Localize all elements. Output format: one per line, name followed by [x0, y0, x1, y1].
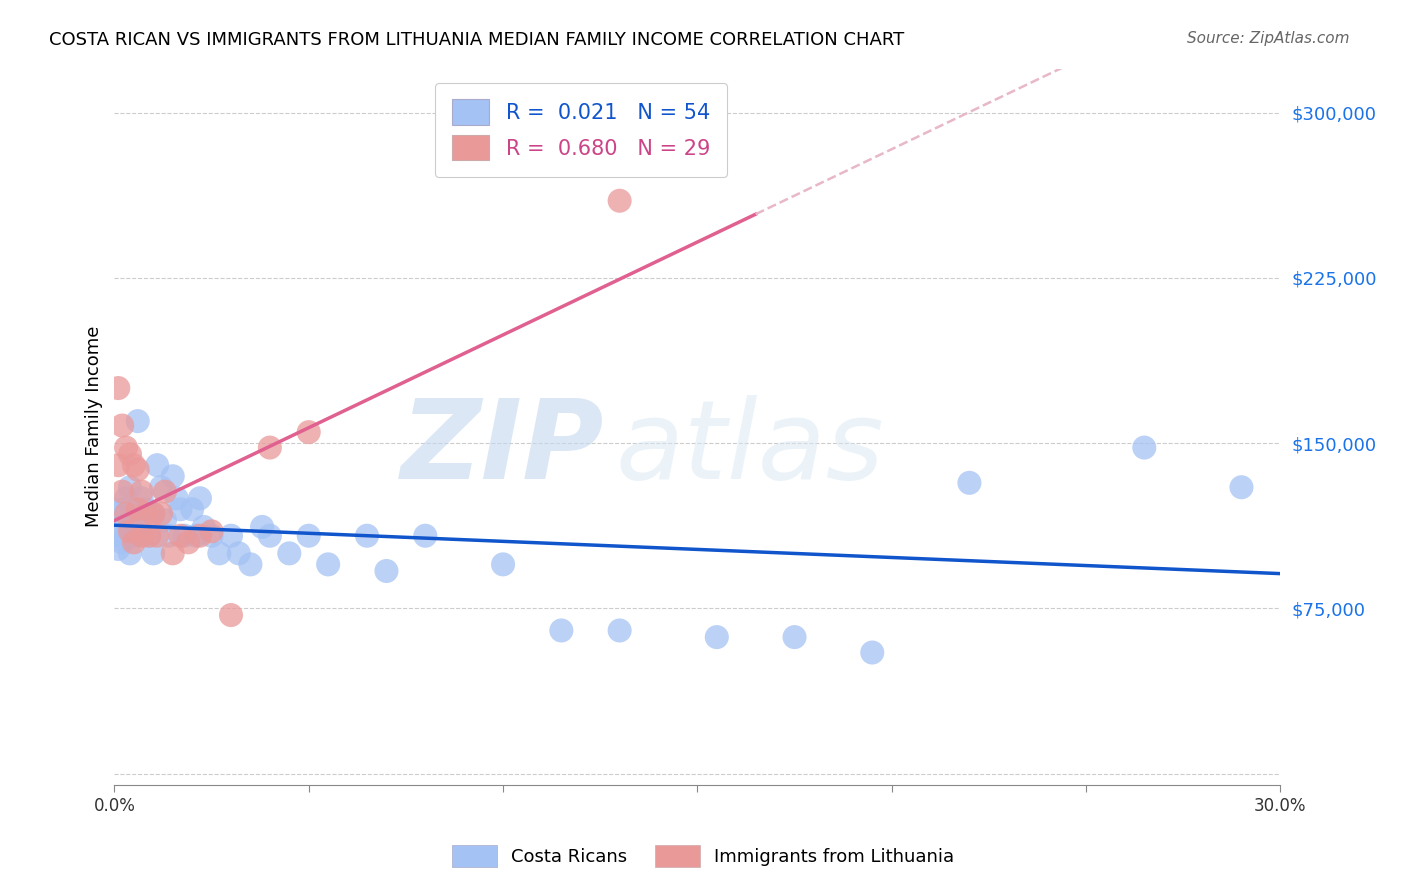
Point — [550, 624, 572, 638]
Point — [131, 529, 153, 543]
Point — [173, 529, 195, 543]
Legend: Costa Ricans, Immigrants from Lithuania: Costa Ricans, Immigrants from Lithuania — [444, 838, 962, 874]
Point — [609, 624, 631, 638]
Point — [188, 529, 211, 543]
Point — [706, 630, 728, 644]
Point — [111, 502, 134, 516]
Point — [142, 507, 165, 521]
Point — [278, 546, 301, 560]
Point — [115, 491, 138, 506]
Point — [111, 484, 134, 499]
Point — [115, 529, 138, 543]
Point — [150, 480, 173, 494]
Point — [115, 507, 138, 521]
Point — [415, 529, 437, 543]
Point — [131, 484, 153, 499]
Point — [219, 608, 242, 623]
Legend: R =  0.021   N = 54, R =  0.680   N = 29: R = 0.021 N = 54, R = 0.680 N = 29 — [434, 83, 727, 178]
Point — [200, 524, 222, 539]
Point — [127, 462, 149, 476]
Point — [138, 529, 160, 543]
Point — [111, 418, 134, 433]
Point — [200, 529, 222, 543]
Point — [146, 529, 169, 543]
Text: Source: ZipAtlas.com: Source: ZipAtlas.com — [1187, 31, 1350, 46]
Point — [118, 546, 141, 560]
Point — [184, 529, 207, 543]
Point — [783, 630, 806, 644]
Point — [107, 541, 129, 556]
Point — [142, 546, 165, 560]
Point — [134, 502, 156, 516]
Point — [188, 491, 211, 506]
Point — [239, 558, 262, 572]
Point — [250, 520, 273, 534]
Point — [609, 194, 631, 208]
Point — [115, 441, 138, 455]
Point — [177, 535, 200, 549]
Point — [169, 529, 191, 543]
Point — [492, 558, 515, 572]
Point — [122, 513, 145, 527]
Point — [142, 507, 165, 521]
Point — [122, 529, 145, 543]
Point — [316, 558, 339, 572]
Point — [259, 441, 281, 455]
Point — [111, 520, 134, 534]
Point — [166, 491, 188, 506]
Point — [131, 529, 153, 543]
Point — [298, 425, 321, 439]
Point — [127, 520, 149, 534]
Point — [375, 564, 398, 578]
Point — [298, 529, 321, 543]
Point — [134, 507, 156, 521]
Point — [118, 524, 141, 539]
Point — [107, 507, 129, 521]
Text: COSTA RICAN VS IMMIGRANTS FROM LITHUANIA MEDIAN FAMILY INCOME CORRELATION CHART: COSTA RICAN VS IMMIGRANTS FROM LITHUANIA… — [49, 31, 904, 49]
Point — [181, 502, 204, 516]
Point — [219, 529, 242, 543]
Point — [1133, 441, 1156, 455]
Point — [127, 414, 149, 428]
Point — [957, 475, 980, 490]
Point — [150, 507, 173, 521]
Point — [107, 458, 129, 473]
Text: ZIP: ZIP — [401, 394, 605, 501]
Point — [131, 491, 153, 506]
Point — [107, 381, 129, 395]
Point — [122, 535, 145, 549]
Y-axis label: Median Family Income: Median Family Income — [86, 326, 103, 527]
Point — [138, 529, 160, 543]
Point — [146, 458, 169, 473]
Point — [122, 458, 145, 473]
Point — [228, 546, 250, 560]
Point — [193, 520, 215, 534]
Point — [259, 529, 281, 543]
Point — [169, 502, 191, 516]
Point — [162, 469, 184, 483]
Point — [208, 546, 231, 560]
Point — [157, 529, 180, 543]
Point — [118, 447, 141, 461]
Text: atlas: atlas — [616, 394, 884, 501]
Point — [162, 546, 184, 560]
Point — [860, 646, 883, 660]
Point — [153, 513, 176, 527]
Point — [118, 480, 141, 494]
Point — [356, 529, 378, 543]
Point — [107, 529, 129, 543]
Point — [111, 535, 134, 549]
Point — [127, 502, 149, 516]
Point — [153, 484, 176, 499]
Point — [1230, 480, 1253, 494]
